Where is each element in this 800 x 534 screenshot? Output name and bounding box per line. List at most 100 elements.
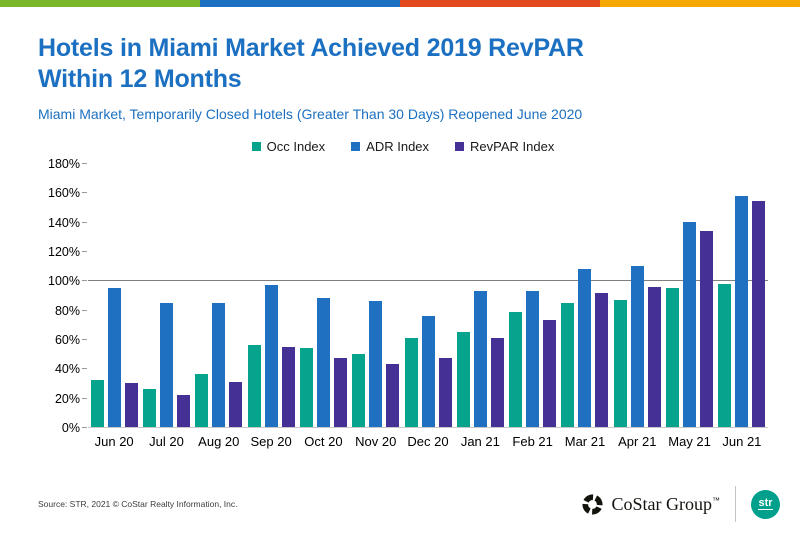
chart-body: 0% 20% 40% 60% 80% 100% 120% 140% 160% 180% [38, 157, 768, 435]
bar-occ-index-dec-20 [404, 337, 418, 427]
y-axis-label-20: 20% [54, 391, 80, 406]
footer: Source: STR, 2021 © CoStar Realty Inform… [0, 486, 800, 522]
bar-revpar-index-apr-21 [647, 286, 661, 427]
costar-group-wordmark: CoStar Group™ [612, 494, 721, 515]
x-axis-label-nov-20: Nov 20 [355, 434, 397, 449]
x-axis-label-jun-21: Jun 21 [722, 434, 762, 449]
bar-group-jul-20 [140, 164, 192, 427]
chart-legend: Occ Index ADR Index RevPAR Index [38, 138, 768, 154]
bar-adr-index-feb-21 [526, 291, 540, 427]
bar-adr-index-sep-20 [264, 285, 278, 427]
costar-trademark: ™ [712, 495, 720, 505]
chart: Occ Index ADR Index RevPAR Index 0% 20% 40% 6… [38, 138, 768, 449]
bar-adr-index-aug-20 [212, 302, 226, 427]
bar-group-aug-20 [193, 164, 245, 427]
bar-group-jan-21 [454, 164, 506, 427]
bar-revpar-index-sep-20 [281, 346, 295, 427]
y-axis-tick-120 [82, 251, 87, 252]
page-subtitle: Miami Market, Temporarily Closed Hotels … [38, 106, 583, 122]
y-axis-label-100: 100% [48, 274, 80, 289]
legend-item-adr-index: ADR Index [351, 139, 429, 154]
bar-revpar-index-dec-20 [438, 358, 452, 427]
bar-occ-index-feb-21 [509, 311, 523, 427]
brand-logos: CoStar Group™ str [581, 486, 780, 522]
str-logo-label: str [758, 497, 773, 510]
bar-adr-index-nov-20 [369, 301, 383, 427]
bar-revpar-index-feb-21 [543, 320, 557, 427]
strip-segment-amber [600, 0, 800, 7]
bar-occ-index-may-21 [666, 288, 680, 427]
costar-group-label: CoStar Group [611, 493, 713, 514]
bar-group-sep-20 [245, 164, 297, 427]
bar-group-dec-20 [402, 164, 454, 427]
bar-group-oct-20 [297, 164, 349, 427]
bar-revpar-index-jun-20 [124, 383, 138, 427]
bar-group-jun-20 [88, 164, 140, 427]
bar-group-nov-20 [350, 164, 402, 427]
bar-adr-index-oct-20 [316, 298, 330, 427]
plot-area [88, 164, 768, 428]
x-axis-label-dec-20: Dec 20 [407, 434, 449, 449]
x-axis-label-may-21: May 21 [668, 434, 711, 449]
y-axis-label-40: 40% [54, 362, 80, 377]
legend-label-adr-index: ADR Index [366, 138, 430, 154]
legend-label-occ-index: Occ Index [266, 138, 326, 154]
y-axis-tick-60 [82, 339, 87, 340]
y-axis-label-160: 160% [48, 186, 80, 201]
legend-item-occ-index: Occ Index [251, 138, 326, 154]
bar-occ-index-jun-20 [90, 380, 104, 427]
bar-group-may-21 [663, 164, 715, 427]
y-axis-label-120: 120% [48, 245, 80, 260]
reference-line-100 [88, 279, 768, 281]
y-axis-tick-160 [82, 192, 87, 194]
strip-segment-green [0, 0, 200, 7]
costar-group-logo: CoStar Group™ [581, 493, 721, 516]
bar-adr-index-mar-21 [578, 269, 592, 427]
y-axis-label-0: 0% [61, 421, 80, 435]
y-axis-tick-180 [82, 163, 87, 164]
strip-segment-orange [400, 0, 600, 7]
legend-item-revpar-index: RevPAR Index [455, 139, 554, 154]
y-axis-label-180: 180% [48, 157, 80, 171]
y-axis-tick-20 [82, 397, 87, 399]
y-axis-tick-140 [82, 221, 87, 223]
legend-label-revpar-index: RevPAR Index [470, 138, 555, 154]
x-axis-label-aug-20: Aug 20 [198, 434, 240, 449]
y-axis-tick-80 [82, 309, 87, 311]
x-axis-label-mar-21: Mar 21 [564, 434, 606, 449]
bar-occ-index-mar-21 [561, 302, 575, 427]
x-axis-label-jan-21: Jan 21 [460, 434, 500, 449]
bar-adr-index-jul-20 [159, 302, 173, 427]
bar-revpar-index-oct-20 [333, 358, 347, 427]
bar-occ-index-aug-20 [195, 374, 209, 427]
bar-group-mar-21 [559, 164, 611, 427]
bar-revpar-index-nov-20 [386, 364, 400, 427]
x-axis: Jun 20 Jul 20 Aug 20 Sep 20 Oct 20 Nov 20 Dec … [38, 434, 768, 449]
bar-occ-index-jan-21 [456, 332, 470, 427]
legend-swatch-occ-index [251, 141, 261, 151]
y-axis-label-60: 60% [54, 333, 80, 348]
bar-group-apr-21 [611, 164, 663, 427]
y-axis-tick-0 [82, 427, 87, 428]
y-axis-label-80: 80% [54, 303, 80, 318]
y-axis-label-140: 140% [48, 215, 80, 230]
bar-adr-index-apr-21 [630, 266, 644, 427]
page-title: Hotels in Miami Market Achieved 2019 Rev… [38, 33, 760, 95]
source-note: Source: STR, 2021 © CoStar Realty Inform… [38, 499, 238, 509]
brand-color-strip [0, 0, 800, 7]
bar-occ-index-jul-20 [142, 389, 156, 427]
bar-adr-index-jun-20 [107, 288, 121, 427]
bar-adr-index-jun-21 [735, 196, 749, 427]
bar-occ-index-nov-20 [352, 353, 366, 427]
x-axis-label-sep-20: Sep 20 [250, 434, 292, 449]
bar-occ-index-sep-20 [247, 345, 261, 427]
bar-revpar-index-aug-20 [229, 381, 243, 427]
bar-adr-index-jan-21 [473, 291, 487, 427]
costar-pinwheel-icon [581, 493, 603, 515]
strip-segment-blue [200, 0, 400, 7]
bar-occ-index-apr-21 [613, 299, 627, 427]
bar-occ-index-jun-21 [718, 283, 732, 427]
bar-adr-index-dec-20 [421, 315, 435, 427]
str-logo: str [751, 489, 780, 519]
bar-group-jun-21 [716, 164, 768, 427]
